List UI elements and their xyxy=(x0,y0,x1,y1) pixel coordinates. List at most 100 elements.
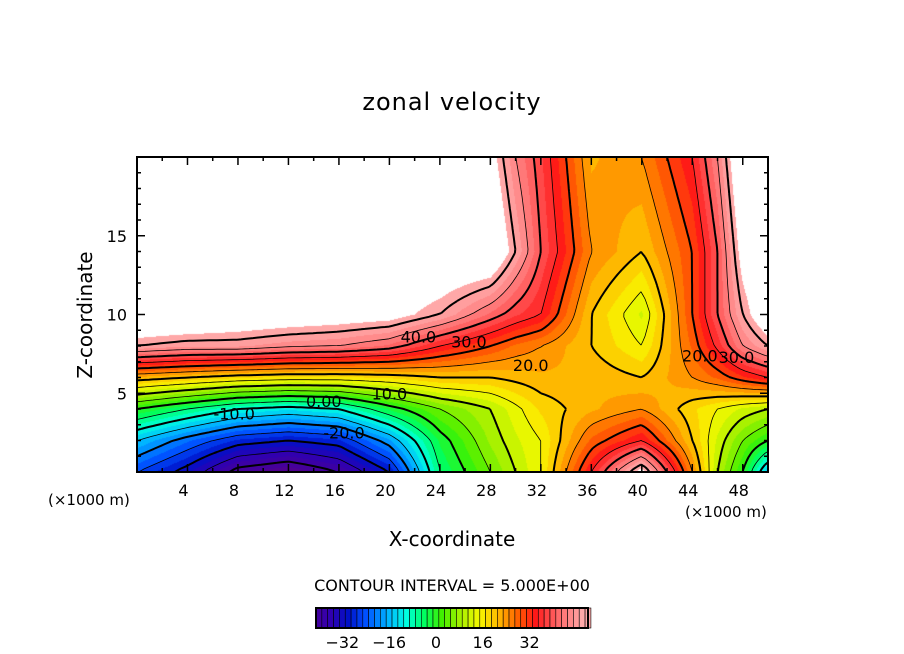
colorbar-segment xyxy=(473,607,481,629)
colorbar-segment xyxy=(491,607,498,629)
colorbar-segment xyxy=(362,607,369,629)
colorbar-segment xyxy=(450,607,457,629)
colorbar-segment xyxy=(526,607,533,629)
colorbar-segment xyxy=(497,607,504,629)
colorbar-segment xyxy=(391,607,399,629)
colorbar-segment xyxy=(561,607,568,629)
contour-line xyxy=(137,384,768,472)
colorbar-segment xyxy=(368,607,375,629)
contour-label: 20.0 xyxy=(513,356,549,375)
contour-fill xyxy=(137,157,768,472)
contour-line xyxy=(137,405,768,472)
colorbar-segment xyxy=(356,607,364,629)
colorbar-segment xyxy=(438,607,445,629)
colorbar-segment xyxy=(444,607,451,629)
colorbar-segment xyxy=(350,607,358,629)
x-tick-label: 28 xyxy=(476,481,496,500)
colorbar-segment xyxy=(397,607,405,629)
x-tick-label: 4 xyxy=(178,481,188,500)
colorbar-segment xyxy=(514,607,522,629)
contour-line xyxy=(137,413,420,472)
x-tick-label: 40 xyxy=(628,481,648,500)
colorbar-tick-label: 16 xyxy=(473,633,493,652)
x-tick-label: 12 xyxy=(274,481,294,500)
x-tick-label: 48 xyxy=(729,481,749,500)
x-tick-label: 36 xyxy=(577,481,597,500)
contour-line xyxy=(137,390,768,472)
x-unit-note-left: (×1000 m) xyxy=(48,491,130,509)
contour-interval-text: CONTOUR INTERVAL = 5.000E+00 xyxy=(314,576,590,595)
colorbar-segment xyxy=(432,607,440,629)
x-unit-note-right: (×1000 m) xyxy=(685,503,767,521)
colorbar-segment xyxy=(508,607,516,629)
y-tick-label: 10 xyxy=(107,306,127,325)
x-tick-label: 20 xyxy=(375,481,395,500)
x-tick-label: 16 xyxy=(325,481,345,500)
colorbar-segment xyxy=(426,607,434,629)
colorbar-frame xyxy=(315,607,589,629)
colorbar-segment xyxy=(543,607,551,629)
plot-frame xyxy=(136,156,769,473)
x-tick-label: 44 xyxy=(678,481,698,500)
contour-line xyxy=(137,422,411,472)
contour-label: -10.0 xyxy=(213,405,254,424)
colorbar-tick-label: −32 xyxy=(325,633,359,652)
contour-line xyxy=(137,157,768,472)
colorbar-segment xyxy=(339,607,346,629)
contour-line xyxy=(137,395,768,472)
colorbar-segment xyxy=(403,607,410,629)
contour-line xyxy=(137,157,768,472)
colorbar-segment xyxy=(573,607,580,629)
colorbar-segment xyxy=(461,607,469,629)
colorbar-segment xyxy=(502,607,510,629)
contour-line xyxy=(137,401,768,472)
x-axis-label: X-coordinate xyxy=(388,527,516,551)
colorbar-segment xyxy=(555,607,562,629)
colorbar-segment xyxy=(415,607,422,629)
colorbar-segment xyxy=(567,607,574,629)
x-tick-label: 24 xyxy=(426,481,446,500)
colorbar-tick-label: 32 xyxy=(519,633,539,652)
colorbar-segment xyxy=(532,607,539,629)
contour-line xyxy=(137,250,768,472)
colorbar-tick-label: −16 xyxy=(372,633,406,652)
colorbar-segment xyxy=(578,607,586,629)
contour-line xyxy=(137,157,768,472)
contour-label: 10.0 xyxy=(372,384,408,403)
colorbar-segment xyxy=(479,607,486,629)
colorbar-segment xyxy=(321,607,328,629)
contour-line xyxy=(137,291,768,472)
contour-label: 0.00 xyxy=(306,392,342,411)
contour-line xyxy=(137,157,768,472)
x-tick-label: 8 xyxy=(229,481,239,500)
contour-label: 30.0 xyxy=(451,332,487,351)
colorbar-segment xyxy=(420,607,428,629)
contour-label: 20.0 xyxy=(682,346,718,365)
colorbar-segment xyxy=(409,607,416,629)
colorbar-segment xyxy=(344,607,352,629)
colorbar-segment xyxy=(327,607,334,629)
contour-label: 40.0 xyxy=(401,328,437,347)
colorbar-segment xyxy=(467,607,475,629)
contour-line xyxy=(203,450,364,472)
colorbar-segment xyxy=(385,607,393,629)
contour-label: 30.0 xyxy=(719,348,755,367)
contour-line xyxy=(137,431,400,472)
colorbar-segment xyxy=(485,607,492,629)
colorbar-segment xyxy=(549,607,557,629)
contour-line xyxy=(227,460,339,472)
contour-line xyxy=(137,157,768,472)
x-tick-label: 32 xyxy=(527,481,547,500)
y-tick-label: 15 xyxy=(107,227,127,246)
contour-line xyxy=(137,157,768,472)
contour-line xyxy=(172,439,390,472)
colorbar-segment xyxy=(456,607,463,629)
colorbar-tick-label: 0 xyxy=(431,633,441,652)
colorbar-segment xyxy=(537,607,545,629)
chart-title: zonal velocity xyxy=(362,88,542,116)
colorbar-segment xyxy=(520,607,527,629)
colorbar-segment xyxy=(374,607,381,629)
y-tick-label: 5 xyxy=(117,384,127,403)
